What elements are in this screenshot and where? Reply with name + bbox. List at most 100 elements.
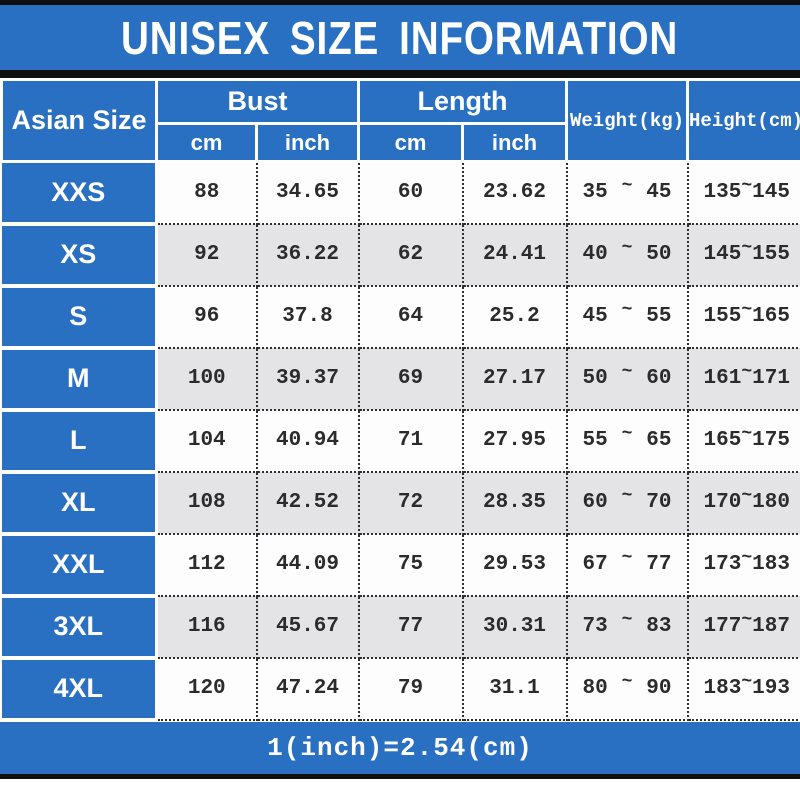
weight-min: 40 [582, 243, 608, 266]
tilde-glyph: ~ [621, 423, 633, 444]
bust-cm-value: 92 [155, 222, 258, 287]
height-min: 177 [703, 615, 742, 638]
tilde-glyph: ~ [741, 609, 753, 630]
tilde-glyph: ~ [741, 423, 753, 444]
length-cm-value: 71 [357, 408, 464, 473]
height-min: 145 [703, 243, 742, 266]
weight-max: 65 [646, 429, 672, 452]
height-min: 155 [703, 305, 742, 328]
tilde-glyph: ~ [741, 485, 753, 506]
title-separator-bar [0, 70, 800, 78]
length-inch-value: 27.95 [461, 408, 568, 473]
tilde-glyph: ~ [621, 361, 633, 382]
bust-inch-value: 39.37 [255, 346, 360, 411]
height-min: 135 [703, 181, 742, 205]
table-row-l: L 104 40.94 71 27.95 55 ~65 165 ~175 [1, 408, 800, 474]
bust-inch-value: 45.67 [255, 594, 360, 659]
length-cm-value: 69 [357, 346, 464, 411]
tilde-glyph: ~ [621, 485, 633, 506]
height-max: 145 [752, 181, 790, 205]
length-inch-value: 30.31 [461, 594, 568, 659]
column-header-length-inch: inch [460, 122, 569, 163]
size-label: XL [1, 471, 158, 536]
column-header-length: Length [356, 78, 569, 125]
length-cm-value: 62 [357, 222, 464, 287]
height-max: 155 [752, 243, 790, 266]
weight-min: 35 [582, 181, 608, 205]
weight-max: 77 [646, 553, 672, 576]
height-range: 170 ~180 [686, 470, 800, 535]
table-row-4xl: 4XL 120 47.24 79 31.1 80 ~90 183 ~193 [1, 656, 800, 722]
height-range: 183 ~193 [686, 656, 800, 721]
tilde-glyph: ~ [741, 671, 753, 692]
tilde-glyph: ~ [741, 361, 753, 382]
height-max: 193 [752, 677, 790, 700]
size-table-header: Asian Size Bust Length Weight(kg) Height… [0, 78, 800, 163]
height-min: 161 [703, 367, 742, 390]
bust-cm-value: 88 [155, 160, 258, 225]
height-range: 161 ~171 [686, 346, 800, 411]
length-cm-value: 60 [357, 160, 464, 225]
height-range: 165 ~175 [686, 408, 800, 473]
header-row-groups: Asian Size Bust Length Weight(kg) Height… [0, 78, 800, 163]
title-band: UNISEX SIZE INFORMATION [0, 5, 800, 70]
height-max: 183 [752, 553, 790, 576]
bust-cm-value: 120 [155, 656, 258, 721]
table-row-s: S 96 37.8 64 25.2 45 ~55 155 ~165 [1, 284, 800, 350]
bust-inch-value: 37.8 [255, 284, 360, 349]
bust-inch-value: 34.65 [255, 160, 360, 225]
height-range: 145 ~155 [686, 222, 800, 287]
length-inch-value: 29.53 [461, 532, 568, 597]
column-header-height: Height(cm) [686, 78, 800, 163]
header-row-units: cm inch cm inch [2, 122, 800, 163]
weight-range: 73 ~83 [565, 594, 689, 659]
bottom-black-bar [0, 773, 800, 779]
weight-range: 60 ~70 [565, 470, 689, 535]
tilde-glyph: ~ [741, 237, 753, 258]
length-cm-value: 79 [357, 656, 464, 721]
height-range: 135 ~145 [686, 160, 800, 225]
page-title: UNISEX SIZE INFORMATION [121, 11, 679, 64]
column-header-weight: Weight(kg) [565, 78, 690, 163]
table-row-m: M 100 39.37 69 27.17 50 ~60 161 ~171 [1, 346, 800, 412]
table-row-3xl: 3XL 116 45.67 77 30.31 73 ~83 177 ~187 [1, 594, 800, 660]
length-cm-value: 72 [357, 470, 464, 535]
weight-min: 67 [582, 553, 608, 576]
bust-inch-value: 47.24 [255, 656, 360, 721]
height-max: 180 [752, 491, 790, 514]
height-min: 165 [703, 429, 742, 452]
footer-band: 1(inch)=2.54(cm) [0, 721, 800, 774]
size-label: L [1, 409, 158, 474]
bust-inch-value: 42.52 [255, 470, 360, 535]
weight-range: 80 ~90 [565, 656, 689, 721]
column-header-bust: Bust [155, 78, 360, 125]
tilde-glyph: ~ [621, 547, 633, 568]
weight-min: 80 [582, 677, 608, 700]
length-inch-value: 31.1 [461, 656, 568, 721]
weight-min: 55 [582, 429, 608, 452]
weight-max: 60 [646, 367, 672, 390]
size-label: S [1, 285, 158, 350]
tilde-glyph: ~ [741, 299, 753, 320]
height-range: 155 ~165 [686, 284, 800, 349]
size-label: XXL [1, 533, 158, 598]
length-cm-value: 77 [357, 594, 464, 659]
bust-cm-value: 108 [155, 470, 258, 535]
table-row-xxl: XXL 112 44.09 75 29.53 67 ~77 173 ~183 [1, 532, 800, 598]
weight-min: 45 [582, 305, 608, 328]
bust-cm-value: 100 [155, 346, 258, 411]
column-header-asian-size: Asian Size [0, 78, 158, 163]
size-label: 3XL [1, 595, 158, 660]
table-row-xs: XS 92 36.22 62 24.41 40 ~50 145 ~155 [1, 222, 800, 288]
size-table: Asian Size Bust Length Weight(kg) Height… [0, 78, 800, 722]
tilde-glyph: ~ [621, 175, 633, 196]
weight-range: 45 ~55 [565, 284, 689, 349]
height-min: 183 [703, 677, 742, 700]
length-inch-value: 23.62 [461, 160, 568, 225]
weight-max: 90 [646, 677, 672, 700]
tilde-glyph: ~ [621, 299, 633, 320]
weight-range: 67 ~77 [565, 532, 689, 597]
weight-min: 73 [582, 615, 608, 638]
bust-inch-value: 40.94 [255, 408, 360, 473]
